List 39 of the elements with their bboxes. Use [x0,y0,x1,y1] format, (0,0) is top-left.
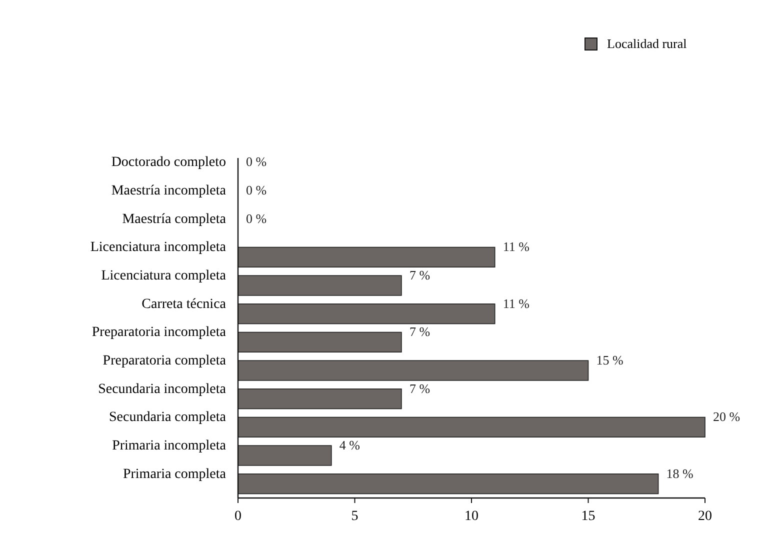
data-label: 4 % [339,438,360,452]
data-label: 18 % [666,466,694,481]
data-label: 7 % [409,324,430,340]
y-tick-label: Preparatoria completa [102,354,227,368]
data-label: 7 % [409,268,430,282]
data-label: 7 % [409,380,430,396]
data-label: 0 % [246,182,267,198]
y-tick-label: Maestría completa [122,212,227,227]
x-tick-label: 5 [351,509,358,524]
y-tick-label: Maestría incompleta [111,184,227,198]
bar [238,332,402,352]
y-tick-label: Licenciatura incompleta [90,240,227,256]
y-tick-label: Carreta técnica [142,296,227,312]
y-tick-label: Primaria incompleta [112,438,227,454]
bar [238,416,706,438]
x-tick-label: 0 [234,509,242,524]
y-tick-label: Secundaria incompleta [98,382,227,397]
bar [238,275,402,296]
data-label: 0 % [246,154,267,170]
y-tick-label: Secundaria completa [108,410,227,426]
bar [238,246,496,268]
data-label: 20 % [713,409,740,424]
bar [238,388,402,410]
legend-label: Localidad rural [607,36,688,51]
data-label: 11 % [502,239,530,254]
x-tick-label: 15 [581,509,596,524]
y-tick-label: Doctorado completo [111,155,226,170]
y-tick-label: Preparatoria incompleta [92,325,227,340]
y-tick-label: Licenciatura completa [101,268,227,284]
data-label: 0 % [246,210,267,226]
data-label: 15 % [596,352,624,368]
bar [238,445,332,466]
x-tick-label: 10 [464,509,478,524]
y-tick-label: Primaria completa [122,466,227,482]
data-label: 11 % [502,296,530,311]
bar [238,304,496,324]
bar [238,360,589,381]
bar [238,474,659,494]
x-tick-label: 20 [698,509,712,524]
